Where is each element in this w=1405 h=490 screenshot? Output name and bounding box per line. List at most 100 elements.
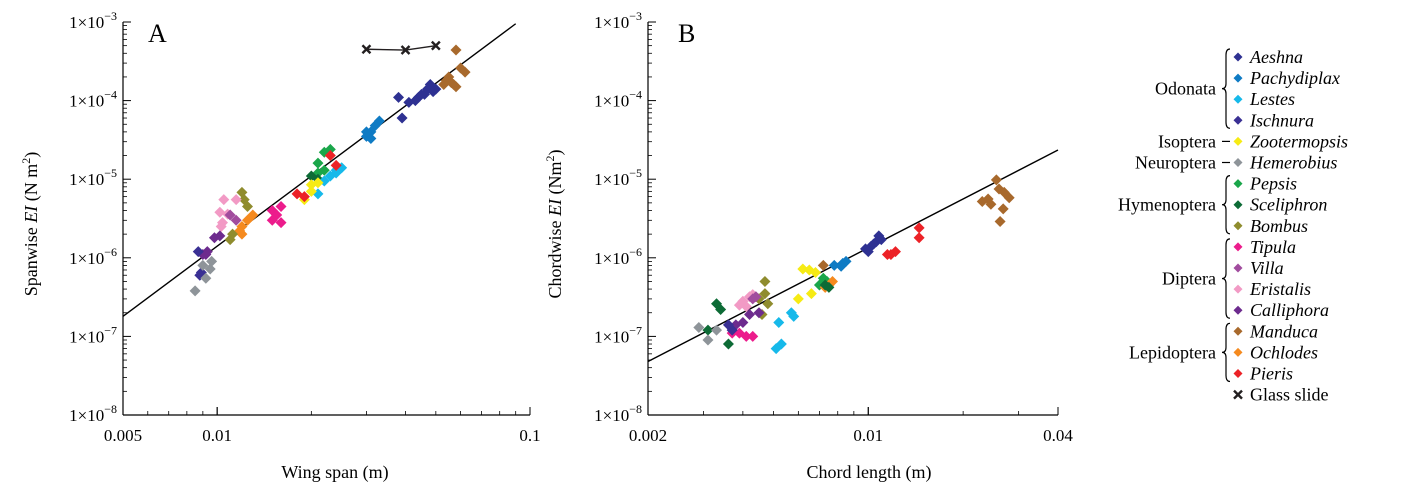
data-point-bombus [762,298,774,310]
y-tick-exponent: −3 [629,9,642,23]
legend-species-pieris: Pieris [1249,364,1293,384]
legend-brace [1221,175,1231,235]
panel-a-y-axis-label-close: ) [21,152,42,158]
legend-species-aeshna: Aeshna [1249,47,1303,67]
data-point-aeshna [403,96,415,108]
panel-a-y-axis-label-em: EI [21,205,41,224]
panel-a-y-axis-label-sup: 2 [19,158,33,164]
legend-marker-calliphora [1233,305,1243,315]
data-point-pieris [913,232,925,244]
data-point-pieris [913,222,925,234]
data-point-villa [224,209,236,221]
glass-slide-line [366,44,436,51]
data-point-villa [230,214,242,226]
legend-order-diptera: Diptera [1162,269,1216,289]
legend-marker-hemerobius [1233,158,1243,167]
data-point-sceliphron [702,324,714,336]
panel-a: 1×10−81×10−71×10−61×10−51×10−41×10−30.00… [19,9,541,483]
data-point-tipula [740,330,752,342]
panel-a-y-axis-label-unit: (N m [21,164,42,206]
y-tick-label: 1×10−4 [594,88,642,111]
data-point-pieris [885,249,897,261]
data-point-calliphora [753,307,765,319]
data-point-manduca [438,79,450,91]
y-tick-exponent: −4 [104,88,117,102]
glass-slide-point [430,40,441,51]
panel-b-label: B [678,19,695,48]
data-point-bombus [236,186,248,198]
legend-brace [1221,322,1231,383]
data-point-tipula [275,217,287,229]
legend-marker-zootermopsis [1233,136,1243,146]
y-tick-label: 1×10−6 [69,245,117,268]
y-tick-label: 1×10−8 [594,402,642,425]
panel-b-y-axis-label-unit: (Nm [545,162,566,200]
data-point-eristalis [733,299,745,311]
data-point-manduca [990,174,1002,186]
x-tick-label: 0.01 [853,426,883,445]
data-point-ischnura [192,246,204,258]
data-point-aeshna [396,112,408,124]
legend-species-eristalis: Eristalis [1249,279,1311,299]
y-tick-label: 1×10−7 [594,323,642,346]
data-point-manduca [998,186,1010,198]
data-point-bombus [759,288,771,300]
legend-order-hymenoptera: Hymenoptera [1118,195,1216,215]
y-tick-base: 1×10 [594,327,629,346]
legend-marker-aeshna [1233,52,1243,62]
data-point-lestes [788,310,800,322]
legend-marker-pachydiplax [1233,73,1243,83]
data-point-eristalis [218,194,230,206]
legend-marker-glass-slide [1233,389,1243,400]
data-point-pepsis [324,143,336,155]
data-point-pepsis [312,157,324,169]
panel-b-x-axis-label: Chord length (m) [807,462,932,483]
legend-order-odonata: Odonata [1155,79,1216,99]
data-point-manduca [817,259,829,271]
y-tick-exponent: −8 [629,402,642,416]
data-point-zootermopsis [797,263,809,275]
panel-a-label: A [148,19,167,48]
y-tick-label: 1×10−4 [69,88,117,111]
panel-b-y-axis-label-sup: 2 [543,156,557,162]
data-point-ischnura [726,324,738,336]
legend-marker-villa [1233,263,1243,273]
data-point-hemerobius [702,334,714,346]
panel-a-y-axis-label: Spanwise EI (N m2) [19,152,42,297]
data-point-hemerobius [693,321,705,333]
x-tick-label: 0.01 [202,426,232,445]
y-tick-exponent: −6 [104,245,117,259]
legend-order-neuroptera: Neuroptera [1135,153,1216,173]
data-point-ochlodes [241,214,253,226]
data-point-pachydiplax [360,126,372,138]
panel-b-y-axis-label-prefix: Chordwise [545,216,565,299]
y-tick-base: 1×10 [594,170,629,189]
glass-slide-point [361,44,372,55]
data-point-manduca [459,66,471,78]
data-point-hemerobius [206,255,218,267]
y-tick-base: 1×10 [594,92,629,111]
y-tick-exponent: −5 [104,166,117,180]
legend-order-isoptera: Isoptera [1158,131,1216,151]
y-tick-label: 1×10−3 [69,9,117,32]
data-point-sceliphron [823,281,835,293]
legend-glass-slide: Glass slide [1250,385,1329,405]
panel-a-x-axis-label: Wing span (m) [281,462,388,483]
y-tick-exponent: −8 [104,402,117,416]
y-tick-base: 1×10 [594,406,629,425]
y-tick-label: 1×10−5 [594,166,642,189]
legend-species-zootermopsis: Zootermopsis [1250,131,1348,151]
data-point-villa [747,293,759,305]
y-tick-label: 1×10−3 [594,9,642,32]
legend-marker-tipula [1233,242,1243,252]
legend-species-pepsis: Pepsis [1249,174,1297,194]
y-tick-base: 1×10 [69,13,104,32]
data-point-manduca [997,203,1009,215]
data-point-aeshna [430,83,442,95]
y-tick-base: 1×10 [69,170,104,189]
legend-marker-eristalis [1233,284,1243,294]
legend-species-calliphora: Calliphora [1250,300,1329,320]
data-point-sceliphron [722,338,734,350]
data-point-lestes [770,343,782,355]
